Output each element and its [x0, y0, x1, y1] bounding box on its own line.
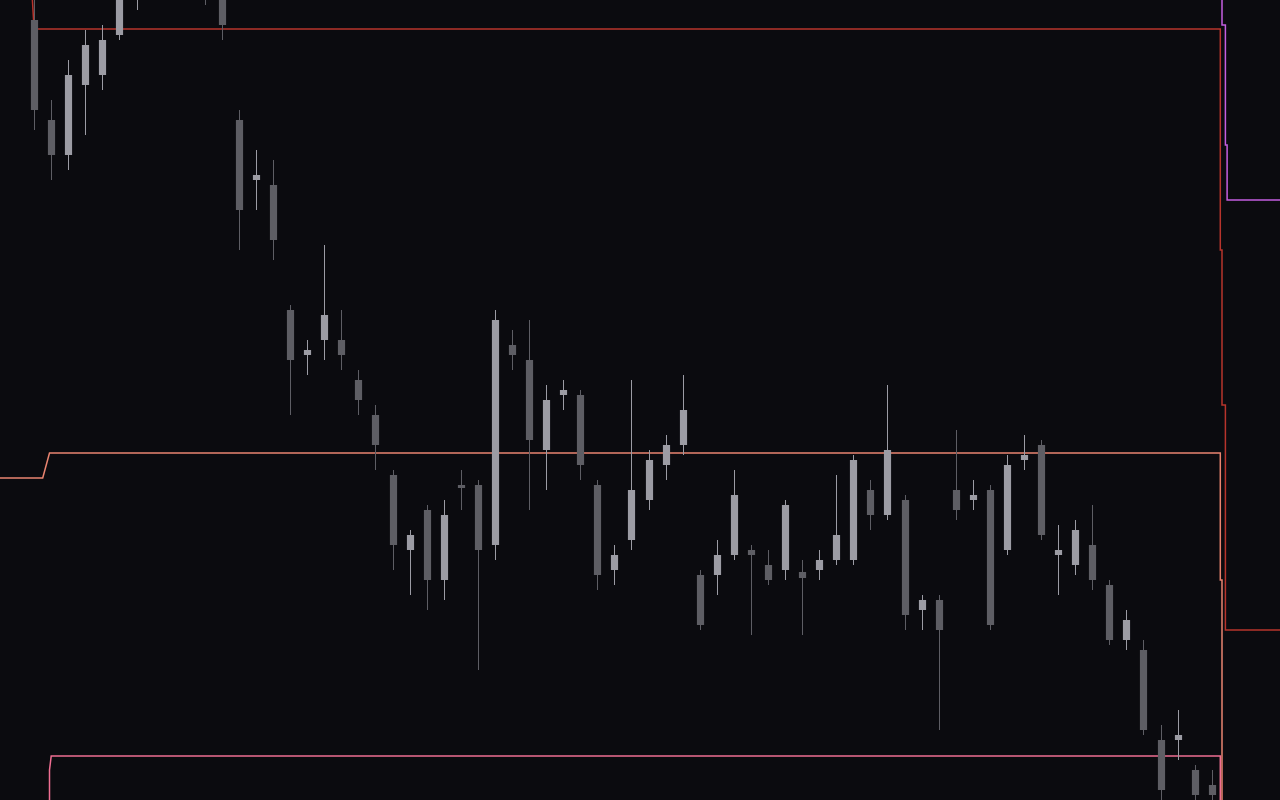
candle-body: [252, 175, 261, 180]
candle-body: [286, 310, 295, 360]
candle-body: [576, 395, 585, 465]
candle-body: [645, 460, 654, 500]
candle-body: [764, 565, 773, 580]
candle-body: [986, 490, 995, 625]
candle-body: [662, 445, 671, 465]
candle-body: [354, 380, 363, 400]
candle-body: [389, 475, 398, 545]
candle-body: [969, 495, 978, 500]
candle-body: [798, 572, 807, 578]
candle-body: [1003, 465, 1012, 550]
candle-body: [218, 0, 227, 25]
candle-body: [1191, 770, 1200, 795]
candle-body: [679, 410, 688, 445]
level-line: [1221, 0, 1280, 201]
candle-body: [832, 535, 841, 560]
candle-body: [303, 350, 312, 355]
candle-body: [815, 560, 824, 570]
candle-body: [1208, 785, 1217, 795]
candle-body: [320, 315, 329, 340]
candle-body: [235, 120, 244, 210]
candle-body: [269, 185, 278, 240]
candle-body: [98, 40, 107, 75]
candle-body: [525, 360, 534, 440]
candle-body: [1020, 455, 1029, 460]
candle-body: [866, 490, 875, 515]
candle-body: [337, 340, 346, 355]
candle-body: [474, 485, 483, 550]
candle-body: [491, 320, 500, 545]
candle-body: [883, 450, 892, 515]
candle-body: [47, 120, 56, 155]
candle-body: [423, 510, 432, 580]
candle-body: [30, 20, 39, 110]
candle-body: [781, 505, 790, 570]
candle-body: [952, 490, 961, 510]
candle-body: [115, 0, 124, 35]
candle-body: [901, 500, 910, 615]
candle-body: [1122, 620, 1131, 640]
candle-body: [593, 485, 602, 575]
candle-body: [1037, 445, 1046, 535]
candle-body: [406, 535, 415, 550]
candle-body: [559, 390, 568, 395]
candle-body: [1174, 735, 1183, 740]
candle-body: [730, 495, 739, 555]
candle-body: [1139, 650, 1148, 730]
level-line: [0, 452, 1223, 800]
candle-body: [935, 600, 944, 630]
candle-body: [696, 575, 705, 625]
candle-body: [371, 415, 380, 445]
candle-body: [1054, 550, 1063, 555]
candle-body: [542, 400, 551, 450]
candle-body: [918, 600, 927, 610]
candle-body: [457, 485, 466, 488]
candle-body: [440, 515, 449, 580]
candle-body: [64, 75, 73, 155]
level-line: [31, 0, 1280, 631]
candle-body: [747, 550, 756, 555]
candle-body: [849, 460, 858, 560]
candle-body: [1105, 585, 1114, 640]
candle-body: [627, 490, 636, 540]
candle-body: [81, 45, 90, 85]
candle-body: [1088, 545, 1097, 580]
candle-body: [713, 555, 722, 575]
candle-body: [508, 345, 517, 355]
candle-body: [1157, 740, 1166, 790]
candle-body: [1071, 530, 1080, 565]
candle-body: [610, 555, 619, 570]
level-line: [48, 755, 1222, 800]
